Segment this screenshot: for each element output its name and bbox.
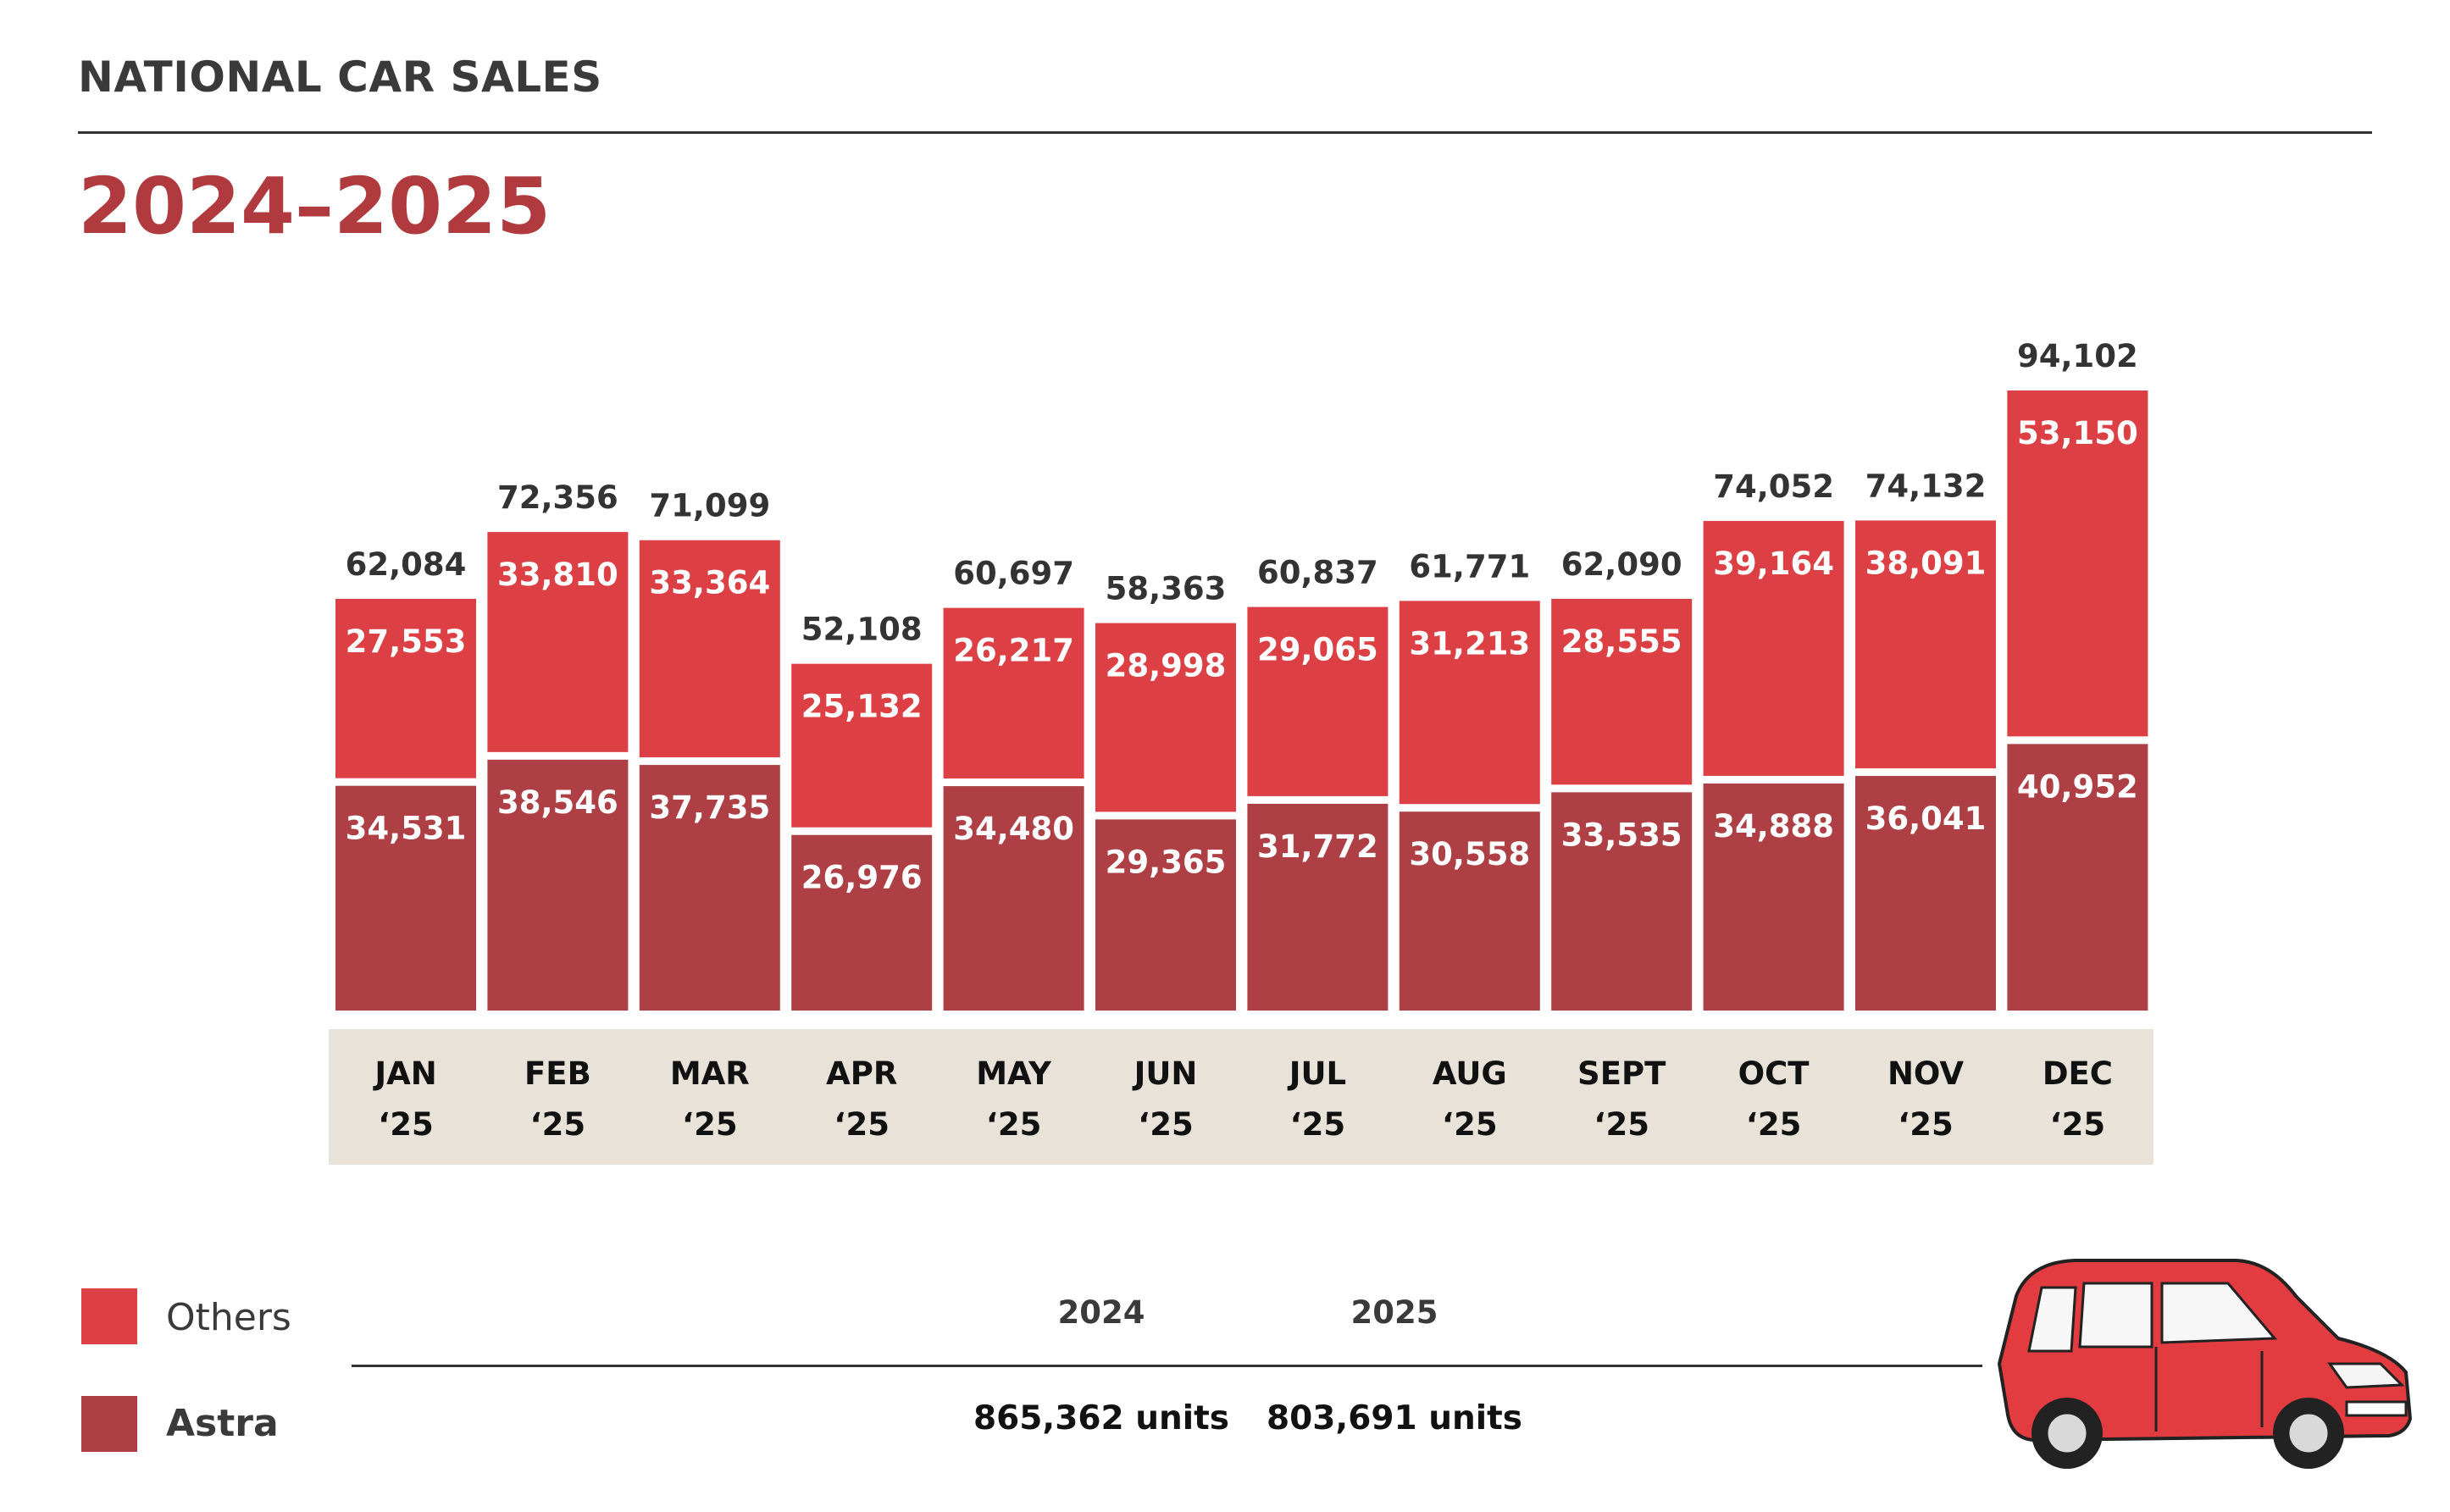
data-label-astra: 30,558: [1409, 836, 1530, 872]
data-label-others: 39,164: [1713, 546, 1834, 582]
data-label-astra: 31,772: [1257, 828, 1378, 865]
bar-others: [487, 532, 629, 752]
data-label-astra: 37,735: [649, 789, 770, 826]
summary-units-2025: 803,691 units: [1267, 1399, 1522, 1437]
x-tick-label-month: AUG: [1433, 1055, 1507, 1092]
x-tick-label-year: ‘25: [2050, 1106, 2106, 1143]
summary-year-2025: 2025: [1350, 1294, 1438, 1331]
summary-year-2024: 2024: [1057, 1294, 1145, 1331]
x-tick-label-year: ‘25: [530, 1106, 586, 1143]
data-label-total: 74,052: [1713, 468, 1834, 505]
bar-astra: [1247, 803, 1389, 1011]
data-label-astra: 29,365: [1106, 844, 1227, 880]
bar-astra: [1703, 783, 1844, 1011]
x-tick-label-month: SEPT: [1577, 1055, 1666, 1092]
bar-others: [335, 598, 476, 778]
x-tick-label-month: APR: [826, 1055, 897, 1092]
x-tick-label-month: NOV: [1887, 1055, 1964, 1092]
x-tick-label-year: ‘25: [1898, 1106, 1954, 1143]
data-label-others: 33,810: [497, 557, 618, 593]
data-label-others: 53,150: [2017, 415, 2138, 451]
data-label-astra: 33,535: [1561, 817, 1682, 853]
data-label-total: 58,363: [1106, 571, 1227, 607]
legend-swatch-astra: [81, 1396, 137, 1452]
data-label-others: 26,217: [953, 633, 1074, 669]
data-label-total: 61,771: [1409, 548, 1530, 584]
x-tick-label-year: ‘25: [1746, 1106, 1802, 1143]
x-tick-label-year: ‘25: [986, 1106, 1042, 1143]
data-label-astra: 34,531: [346, 811, 467, 847]
bar-astra: [943, 786, 1084, 1011]
data-label-total: 60,837: [1257, 555, 1378, 591]
legend-label-astra: Astra: [166, 1402, 279, 1445]
category-band: [329, 1029, 2153, 1165]
x-tick-label-year: ‘25: [1290, 1106, 1346, 1143]
chart-subtitle: 2024–2025: [78, 161, 552, 252]
bar-astra: [1399, 811, 1540, 1011]
x-tick-label-month: MAR: [670, 1055, 750, 1092]
data-label-total: 71,099: [649, 488, 770, 524]
bar-others: [791, 663, 933, 828]
bar-astra: [791, 834, 933, 1011]
data-label-total: 94,102: [2017, 338, 2138, 374]
data-label-astra: 40,952: [2017, 768, 2138, 805]
bar-astra: [639, 765, 780, 1011]
x-tick-label-year: ‘25: [378, 1106, 434, 1143]
data-label-total: 74,132: [1865, 468, 1987, 504]
car-illustration: [1997, 1259, 2413, 1469]
bar-others: [1095, 623, 1236, 812]
summary-divider: [352, 1365, 1982, 1367]
x-tick-label-month: JUN: [1132, 1055, 1198, 1092]
x-tick-label-month: JUL: [1287, 1055, 1346, 1092]
data-label-others: 38,091: [1865, 545, 1987, 581]
chart-title: NATIONAL CAR SALES: [78, 53, 602, 102]
legend-swatch-others: [81, 1288, 137, 1344]
bar-others: [943, 607, 1084, 779]
x-tick-label-month: OCT: [1738, 1055, 1810, 1092]
x-tick-label-month: MAY: [976, 1055, 1052, 1092]
data-label-others: 33,364: [649, 565, 770, 601]
summary-units-2024: 865,362 units: [973, 1399, 1229, 1437]
data-label-astra: 34,480: [953, 811, 1074, 847]
header-divider: [78, 131, 2372, 134]
data-label-total: 62,090: [1561, 546, 1682, 583]
data-label-total: 52,108: [801, 612, 923, 648]
data-label-others: 25,132: [801, 689, 923, 725]
x-tick-label-year: ‘25: [834, 1106, 890, 1143]
bar-others: [1703, 521, 1844, 776]
data-label-astra: 38,546: [497, 784, 618, 821]
data-label-astra: 34,888: [1713, 808, 1834, 845]
bar-astra: [487, 759, 629, 1011]
data-label-astra: 26,976: [801, 860, 923, 896]
data-label-astra: 36,041: [1865, 800, 1987, 837]
x-tick-label-month: DEC: [2043, 1055, 2113, 1092]
x-tick-label-year: ‘25: [1138, 1106, 1194, 1143]
stacked-bar-chart: 27,553 34,531 62,084 JAN ‘25 33,810 38,546 72,3…: [329, 338, 2153, 1165]
bar-others: [2007, 390, 2148, 737]
data-label-others: 28,998: [1106, 648, 1227, 684]
data-label-others: 27,553: [346, 623, 467, 660]
bar-astra: [335, 785, 476, 1011]
bar-astra: [1855, 776, 1996, 1011]
x-tick-label-month: FEB: [524, 1055, 591, 1092]
bar-others: [1399, 601, 1540, 805]
bar-astra: [1095, 819, 1236, 1011]
bar-others: [1855, 520, 1996, 769]
x-tick-label-year: ‘25: [1594, 1106, 1649, 1143]
bar-others: [1551, 598, 1693, 785]
legend-label-others: Others: [166, 1296, 291, 1339]
data-label-others: 31,213: [1409, 625, 1530, 662]
x-tick-label-year: ‘25: [1442, 1106, 1498, 1143]
data-label-total: 62,084: [346, 546, 467, 583]
x-tick-label-month: JAN: [372, 1055, 436, 1092]
bar-others: [1247, 606, 1389, 796]
bar-astra: [2007, 744, 2148, 1011]
data-label-others: 28,555: [1561, 623, 1682, 660]
bar-astra: [1551, 792, 1693, 1011]
data-label-total: 60,697: [953, 556, 1074, 592]
data-label-others: 29,065: [1257, 632, 1378, 668]
bar-others: [639, 540, 780, 758]
x-tick-label-year: ‘25: [682, 1106, 738, 1143]
data-label-total: 72,356: [497, 479, 618, 516]
